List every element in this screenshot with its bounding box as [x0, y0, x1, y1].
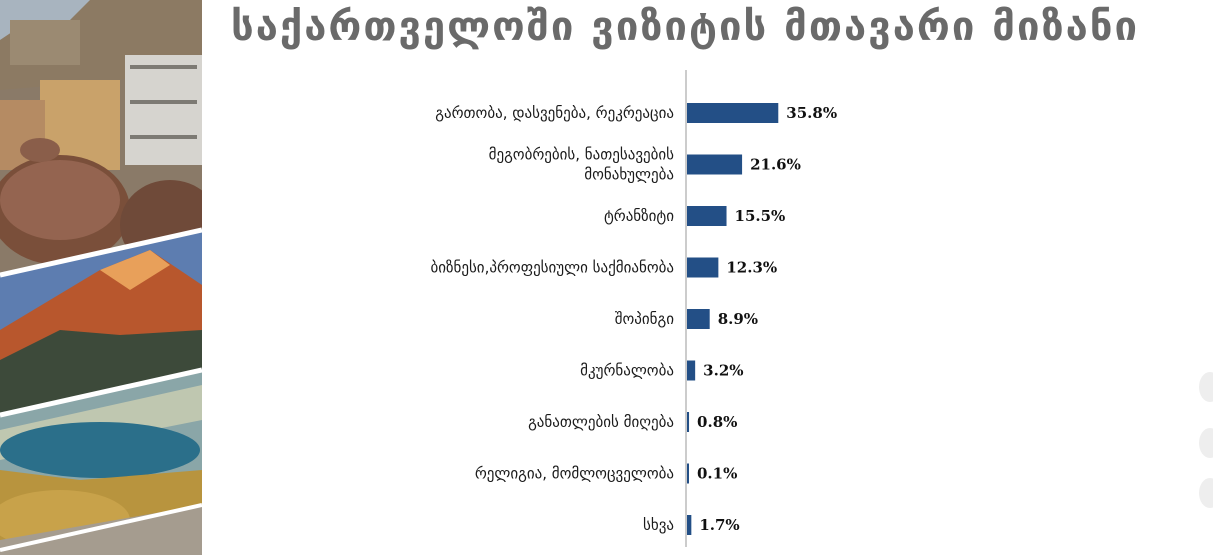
- category-label: სხვა: [643, 516, 674, 534]
- bar: [687, 206, 727, 226]
- mountain-photo: [0, 230, 202, 415]
- category-label: შოპინგი: [615, 310, 674, 328]
- pagination-dot[interactable]: [1199, 372, 1213, 402]
- category-label: მონახულება: [584, 166, 674, 184]
- bar: [687, 412, 690, 432]
- bar-chart: 35.8% გართობა, დასვენება, რეკრეაცია 21.6% მ…: [430, 70, 837, 547]
- data-label: 35.8%: [786, 104, 837, 122]
- photo-collage: [0, 0, 202, 555]
- bar: [687, 360, 696, 381]
- pagination-dot[interactable]: [1199, 478, 1213, 508]
- old-city-photo: [0, 0, 202, 275]
- bar: [687, 257, 719, 278]
- pagination-dot[interactable]: [1199, 428, 1213, 458]
- data-label: 0.8%: [697, 413, 737, 431]
- data-label: 21.6%: [750, 156, 801, 174]
- category-label: განათლების მიღება: [528, 413, 674, 431]
- category-label: ტრანზიტი: [604, 207, 674, 225]
- data-label: 8.9%: [718, 310, 758, 328]
- bar: [687, 309, 710, 329]
- data-label: 3.2%: [703, 362, 743, 380]
- category-label: გართობა, დასვენება, რეკრეაცია: [435, 104, 674, 122]
- data-label: 0.1%: [697, 465, 737, 483]
- bar: [687, 463, 689, 484]
- bar: [687, 103, 779, 123]
- data-label: 15.5%: [735, 207, 786, 225]
- category-label: რელიგია, მომლოცველობა: [475, 465, 674, 483]
- data-label: 1.7%: [699, 516, 739, 534]
- bar: [687, 154, 743, 175]
- category-label: ბიზნესი,პროფესიული საქმიანობა: [430, 259, 674, 277]
- category-label: მეგობრების, ნათესავების: [489, 146, 675, 164]
- bar: [687, 515, 692, 535]
- category-label: მკურნალობა: [580, 362, 674, 380]
- page-title: საქართველოში ვიზიტის მთავარი მიზანი: [230, 4, 1140, 50]
- data-label: 12.3%: [726, 259, 777, 277]
